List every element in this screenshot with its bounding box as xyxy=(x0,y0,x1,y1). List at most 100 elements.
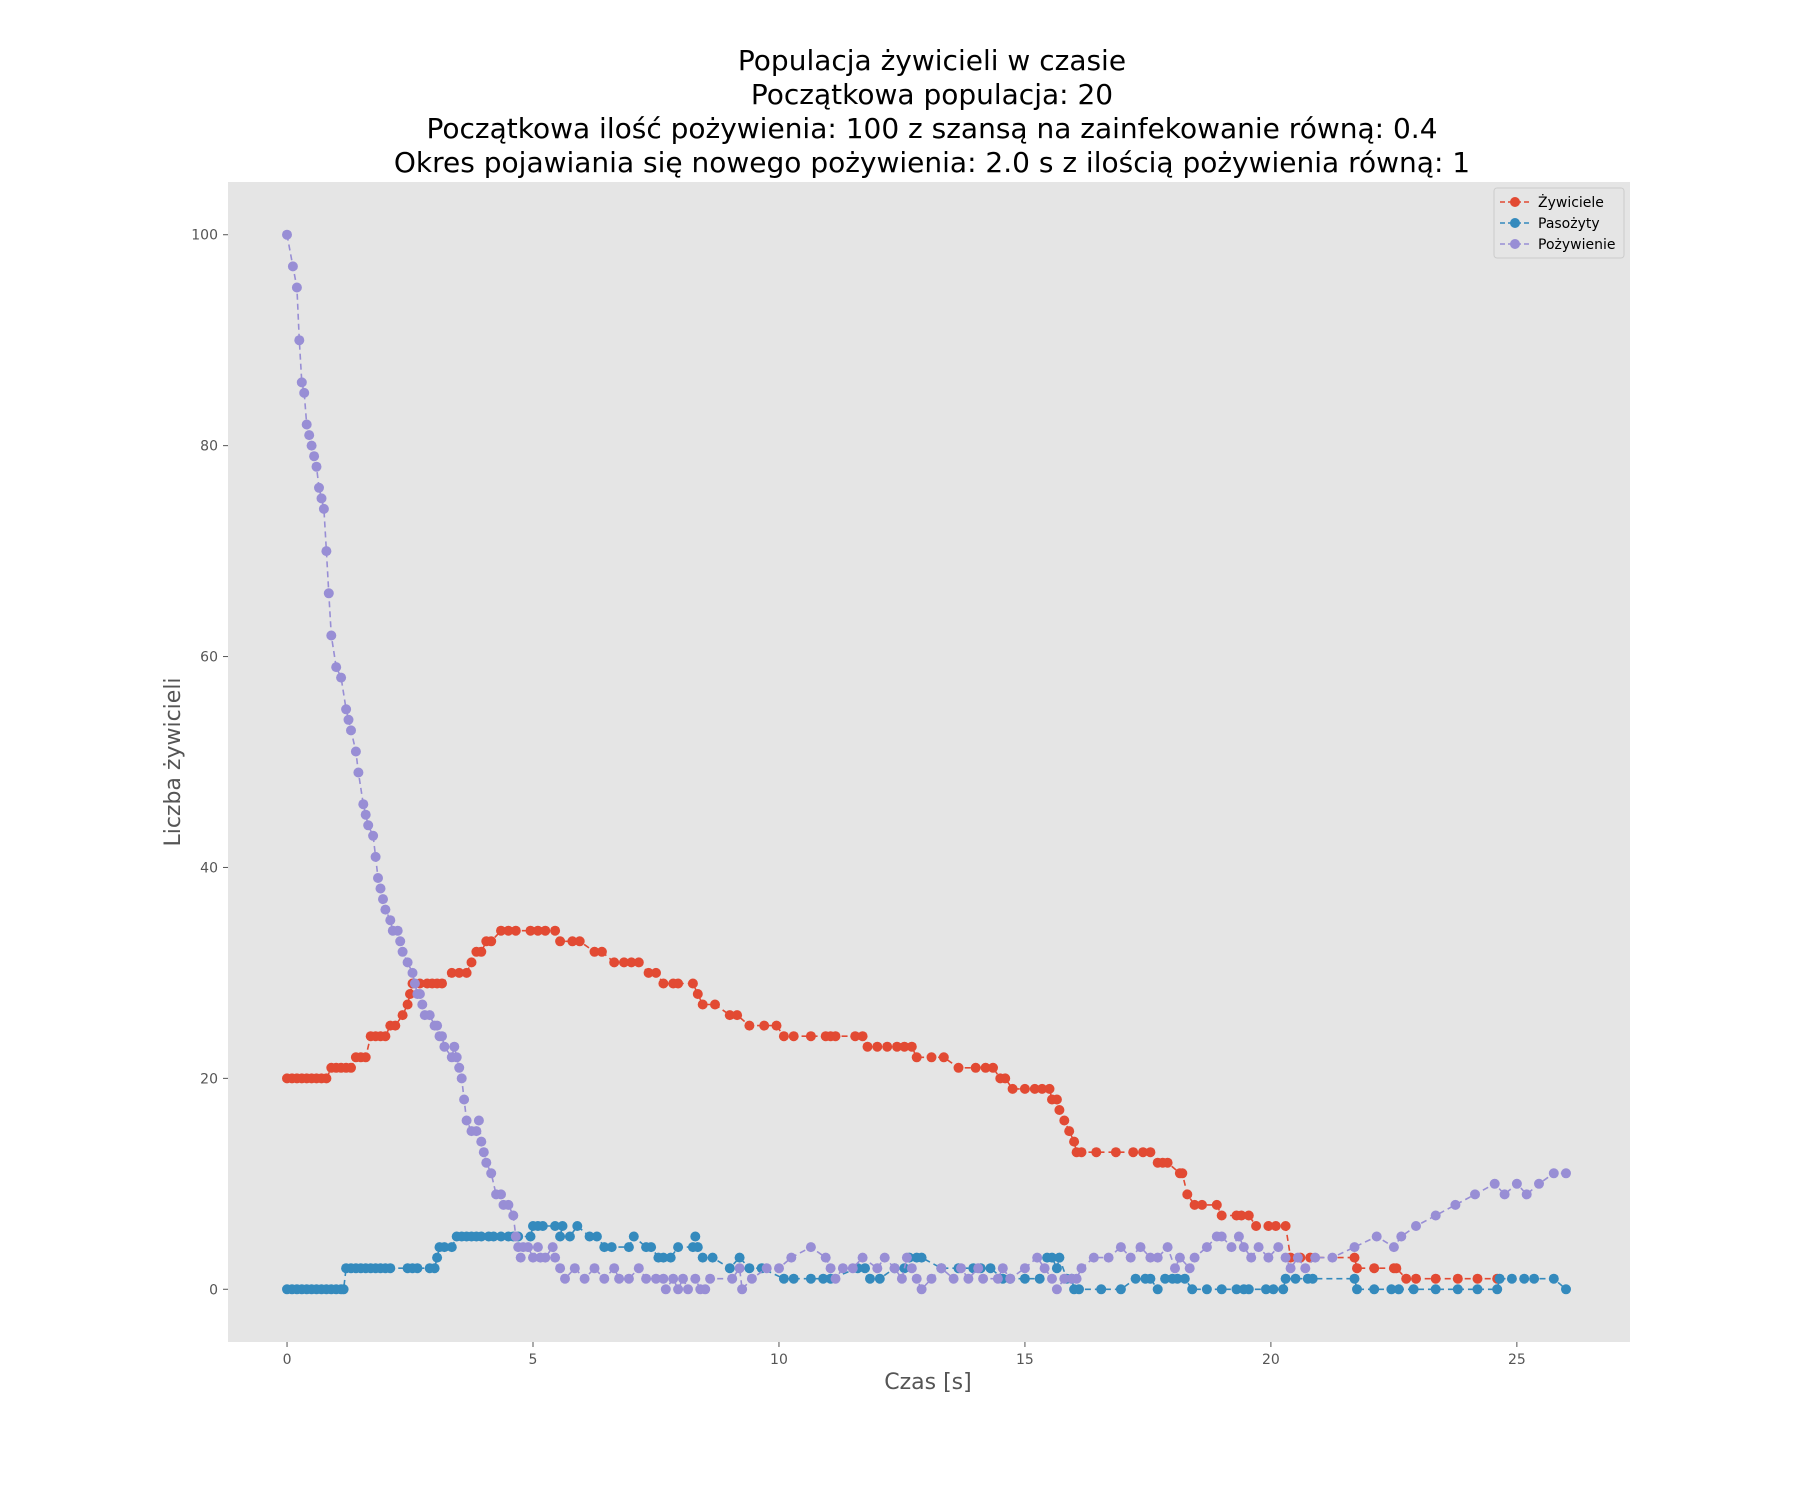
data-point-food xyxy=(889,1263,900,1274)
data-point-food xyxy=(523,1242,534,1253)
data-point-hosts xyxy=(1091,1147,1102,1158)
data-point-hosts xyxy=(1128,1147,1139,1158)
data-point-food xyxy=(660,1284,671,1295)
data-point-food xyxy=(1162,1242,1173,1253)
data-point-food xyxy=(837,1263,848,1274)
y-tick-label: 100 xyxy=(191,228,218,244)
data-point-hosts xyxy=(496,925,506,936)
data-point-food xyxy=(973,1263,984,1274)
data-point-hosts xyxy=(397,1010,408,1021)
data-point-food xyxy=(540,1252,551,1263)
title-line-2: Początkowa populacja: 20 xyxy=(751,78,1113,111)
data-point-food xyxy=(1145,1252,1156,1263)
data-point-food xyxy=(395,936,406,947)
data-point-food xyxy=(1246,1252,1257,1263)
data-point-food xyxy=(1280,1252,1291,1263)
data-point-food xyxy=(385,915,396,926)
data-point-food xyxy=(555,1263,566,1274)
data-point-parasites xyxy=(572,1221,583,1231)
title-line-3: Początkowa ilość pożywienia: 100 z szans… xyxy=(426,112,1437,145)
x-tick-label: 20 xyxy=(1262,1352,1280,1368)
data-point-food xyxy=(478,1147,489,1158)
title-line-4: Okres pojawiania się nowego pożywienia: … xyxy=(394,146,1470,179)
data-point-hosts xyxy=(953,1062,964,1073)
series-hosts xyxy=(282,925,1503,1284)
data-point-food xyxy=(1174,1252,1185,1263)
data-point-parasites xyxy=(916,1252,927,1263)
data-point-hosts xyxy=(830,1031,841,1042)
data-point-hosts xyxy=(550,925,561,936)
x-axis-ticks: 0 5 10 15 20 25 xyxy=(283,1342,1526,1368)
data-point-parasites xyxy=(1278,1284,1289,1295)
data-point-parasites xyxy=(412,1263,423,1274)
data-point-hosts xyxy=(805,1031,816,1042)
data-point-food xyxy=(1152,1252,1163,1263)
data-point-parasites xyxy=(1561,1284,1571,1295)
data-point-food xyxy=(997,1263,1008,1274)
data-point-food xyxy=(1189,1252,1200,1263)
data-point-parasites xyxy=(1160,1273,1171,1284)
data-point-parasites xyxy=(557,1221,568,1231)
data-point-parasites xyxy=(606,1242,617,1253)
data-point-hosts xyxy=(1452,1273,1463,1284)
data-point-food xyxy=(1561,1168,1571,1179)
data-point-food xyxy=(992,1273,1003,1284)
data-point-parasites xyxy=(734,1252,745,1263)
data-point-parasites xyxy=(805,1273,816,1284)
data-point-parasites xyxy=(1216,1284,1227,1295)
data-point-parasites xyxy=(1261,1284,1271,1295)
data-point-hosts xyxy=(633,957,644,968)
data-point-food xyxy=(1273,1242,1284,1253)
data-point-parasites xyxy=(1187,1284,1198,1295)
data-point-parasites xyxy=(1047,1252,1057,1263)
data-point-hosts xyxy=(540,925,551,936)
data-point-food xyxy=(668,1273,679,1284)
data-point-hosts xyxy=(1211,1199,1222,1210)
data-point-parasites xyxy=(788,1273,799,1284)
data-point-food xyxy=(1238,1242,1249,1253)
data-point-hosts xyxy=(1145,1147,1156,1158)
data-point-parasites xyxy=(1115,1284,1126,1295)
data-point-food xyxy=(1511,1178,1522,1189)
data-point-parasites xyxy=(658,1252,669,1263)
data-point-parasites xyxy=(584,1231,595,1242)
data-point-food xyxy=(1411,1221,1421,1231)
data-point-hosts xyxy=(759,1020,770,1031)
data-point-food xyxy=(341,704,352,715)
data-point-hosts xyxy=(1054,1105,1065,1115)
data-point-food xyxy=(437,1031,447,1042)
data-point-hosts xyxy=(658,978,669,989)
data-point-hosts xyxy=(926,1052,937,1063)
data-point-hosts xyxy=(1182,1189,1193,1200)
data-point-parasites xyxy=(1472,1284,1483,1295)
data-point-food xyxy=(1450,1199,1461,1210)
data-point-hosts xyxy=(1216,1210,1227,1221)
data-point-hosts xyxy=(1189,1199,1200,1210)
data-point-parasites xyxy=(697,1252,708,1263)
data-point-food xyxy=(727,1273,738,1284)
data-point-food xyxy=(1088,1252,1099,1263)
data-point-food xyxy=(316,493,327,504)
data-point-parasites xyxy=(1179,1273,1190,1284)
data-point-food xyxy=(786,1252,797,1263)
data-point-food xyxy=(825,1263,836,1274)
data-point-hosts xyxy=(555,936,566,947)
data-point-hosts xyxy=(486,936,497,947)
data-point-parasites xyxy=(1268,1284,1279,1295)
data-point-parasites xyxy=(1386,1284,1397,1295)
data-point-parasites xyxy=(476,1231,487,1242)
data-point-parasites xyxy=(1352,1284,1362,1295)
plot-area xyxy=(228,182,1630,1342)
x-tick-label: 0 xyxy=(283,1352,292,1368)
data-point-food xyxy=(360,809,371,820)
data-point-parasites xyxy=(1307,1273,1318,1284)
data-point-hosts xyxy=(850,1031,861,1042)
data-point-parasites xyxy=(1243,1284,1254,1295)
data-point-parasites xyxy=(338,1284,349,1295)
data-point-food xyxy=(1534,1178,1544,1189)
data-point-parasites xyxy=(564,1231,575,1242)
data-point-parasites xyxy=(1096,1284,1107,1295)
data-point-hosts xyxy=(1369,1263,1380,1274)
data-point-food xyxy=(1470,1189,1480,1200)
data-point-food xyxy=(599,1273,610,1284)
